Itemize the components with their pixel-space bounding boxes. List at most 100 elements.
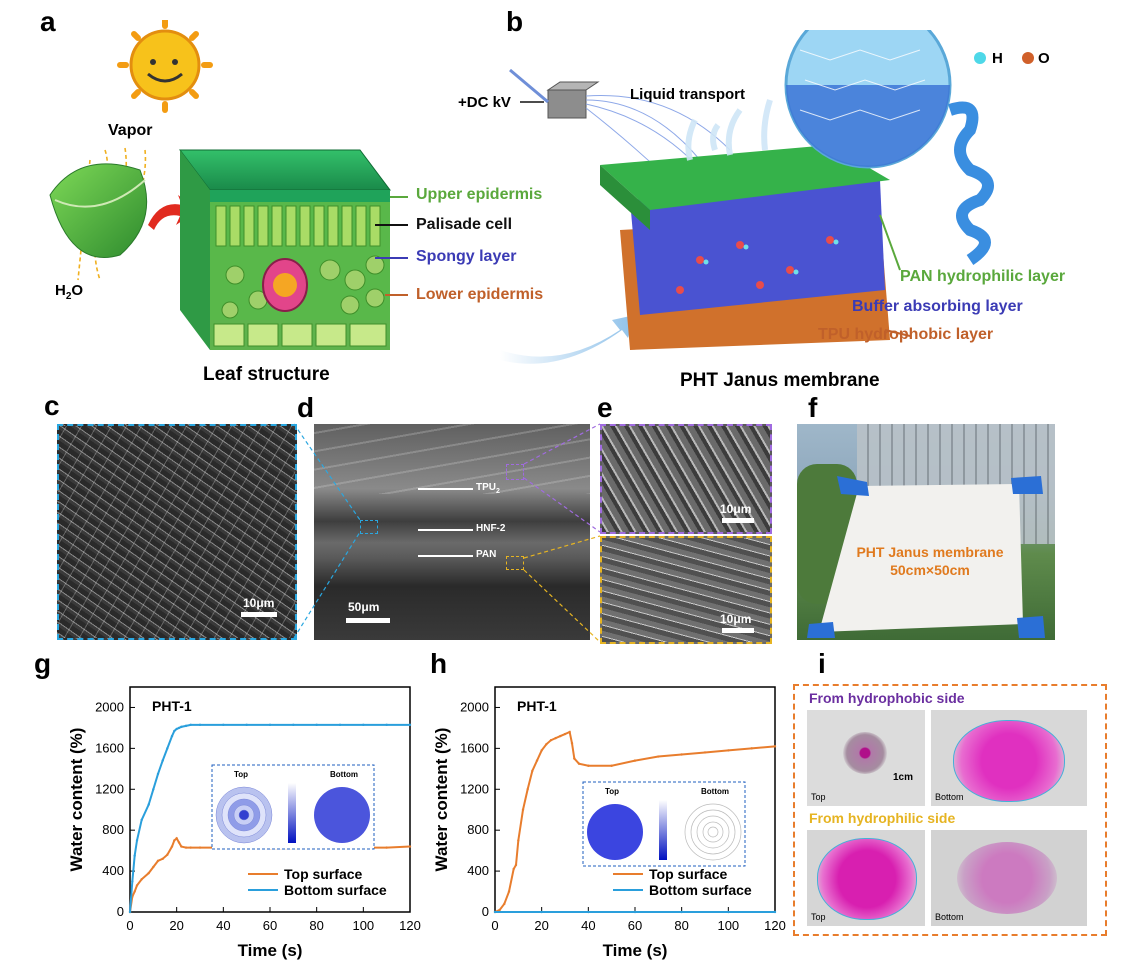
panel-label-e: e xyxy=(597,392,613,423)
data-point xyxy=(173,729,176,733)
data-point xyxy=(152,865,155,869)
data-point xyxy=(573,757,576,760)
membrane-sheet xyxy=(807,476,1045,638)
data-point xyxy=(587,764,590,767)
sem-image-e-top: 10μm xyxy=(600,424,772,534)
y-tick-label: 800 xyxy=(102,822,124,837)
data-point xyxy=(362,723,365,727)
y-tick-label: 1600 xyxy=(95,740,124,755)
data-point xyxy=(540,910,543,914)
data-point xyxy=(180,845,183,848)
x-tick-label: 120 xyxy=(399,918,421,933)
x-tick-label: 120 xyxy=(764,918,786,933)
membrane-stack xyxy=(600,145,890,350)
data-point xyxy=(545,743,548,746)
data-point xyxy=(773,910,777,914)
tpu2-label: TPU2 xyxy=(476,482,500,495)
inset-top-label: Top xyxy=(605,787,619,796)
data-point xyxy=(680,910,683,914)
x-tick-label: 0 xyxy=(491,918,498,933)
data-point xyxy=(517,839,520,842)
lower-epidermis-label: Lower epidermis xyxy=(416,286,544,303)
photo-caption-line2: 50cm×50cm xyxy=(890,562,970,578)
upper-epidermis-label: Upper epidermis xyxy=(416,186,543,203)
membrane-photo: PHT Janus membrane 50cm×50cm xyxy=(797,424,1055,640)
x-axis-label: Time (s) xyxy=(238,941,303,960)
data-point xyxy=(156,859,160,863)
data-point xyxy=(657,755,660,758)
y-tick-label: 0 xyxy=(117,904,124,919)
sem-image-c: 10μm xyxy=(57,424,297,640)
sem-image-e-bottom: 10μm xyxy=(600,536,772,644)
membrane-illustration xyxy=(500,30,1034,364)
hydrophobic-side-title: From hydrophobic side xyxy=(809,690,965,706)
data-point xyxy=(175,727,178,731)
data-point xyxy=(315,723,318,727)
stain-bottom2-label: Bottom xyxy=(935,912,964,922)
data-point xyxy=(128,910,132,914)
photo-caption-line1: PHT Janus membrane xyxy=(856,544,1004,560)
legend-label-0: Top surface xyxy=(284,866,363,882)
data-point xyxy=(152,788,155,791)
x-tick-label: 0 xyxy=(126,918,133,933)
data-point xyxy=(161,857,164,861)
data-point xyxy=(773,745,777,748)
data-point xyxy=(166,853,169,856)
oxygen-atom-icon xyxy=(1022,52,1034,64)
zoom-connector-lines xyxy=(293,423,601,643)
hnf2-indicator xyxy=(418,529,473,531)
data-point xyxy=(292,723,295,727)
data-point xyxy=(577,762,581,765)
stain-hydrophobic-bottom: Bottom xyxy=(931,710,1087,806)
sun-icon xyxy=(117,20,213,113)
scalebar-d-label: 50μm xyxy=(348,600,380,614)
scalebar-c xyxy=(241,612,277,617)
x-tick-label: 60 xyxy=(263,918,277,933)
y-tick-label: 0 xyxy=(482,904,489,919)
legend-h-label: H xyxy=(992,50,1003,67)
leaf-structure-caption: Leaf structure xyxy=(203,364,330,385)
inset-bottom-label: Bottom xyxy=(330,770,358,779)
hnf2-label: HNF-2 xyxy=(476,523,506,534)
inset-bottom-ring xyxy=(696,815,730,849)
panel-i-frame: From hydrophobic side Top 1cm Bottom Fro… xyxy=(793,684,1107,936)
x-axis-label: Time (s) xyxy=(603,941,668,960)
data-point xyxy=(385,723,388,727)
inset-bottom-ring xyxy=(684,803,742,861)
leaf-illustration xyxy=(49,20,408,350)
tpu-layer-label: TPU hydrophobic layer xyxy=(818,326,994,343)
inset-top-label: Top xyxy=(234,770,248,779)
data-point xyxy=(549,738,553,742)
zoom-box-blue xyxy=(360,520,378,534)
data-point xyxy=(177,726,181,730)
panel-label-d: d xyxy=(297,392,315,423)
h2o-label: H2O xyxy=(55,282,84,302)
stain-bottom-label: Bottom xyxy=(935,792,964,802)
data-point xyxy=(222,723,225,727)
data-point xyxy=(198,846,202,849)
y-axis-label: Water content (%) xyxy=(432,728,451,872)
x-tick-label: 100 xyxy=(352,918,374,933)
vapor-label: Vapor xyxy=(108,122,153,139)
data-point xyxy=(563,732,567,736)
data-point xyxy=(338,723,342,727)
buffer-layer-label: Buffer absorbing layer xyxy=(852,298,1023,315)
data-point xyxy=(498,908,501,912)
y-tick-label: 1200 xyxy=(95,781,124,796)
data-point xyxy=(514,863,518,867)
pan-label: PAN xyxy=(476,549,497,560)
data-point xyxy=(268,723,272,727)
inset-bottom-ring xyxy=(702,821,724,843)
legend-label-1: Bottom surface xyxy=(284,882,387,898)
data-point xyxy=(189,846,192,849)
molecular-zoom-icon xyxy=(784,30,952,169)
data-point xyxy=(198,723,202,727)
data-point xyxy=(633,759,637,762)
y-axis-label: Water content (%) xyxy=(67,728,86,872)
stain-top-label: Top xyxy=(811,792,826,802)
inset-colorbar xyxy=(659,800,667,860)
inset-bottom-ring xyxy=(707,826,719,838)
panel-label-c: c xyxy=(44,390,60,421)
